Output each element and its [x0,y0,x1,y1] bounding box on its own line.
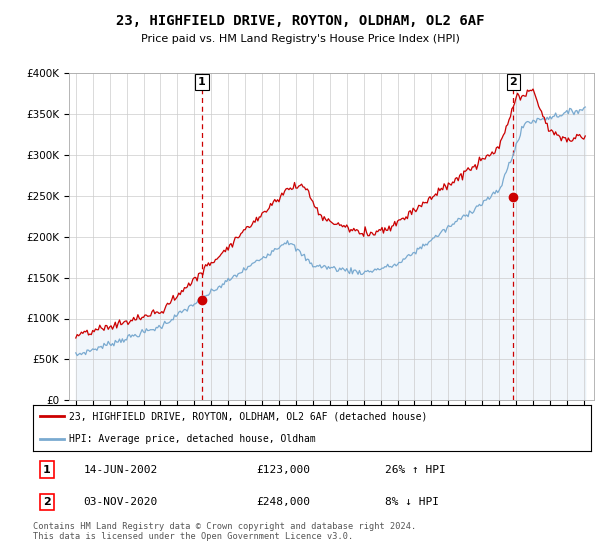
Text: 23, HIGHFIELD DRIVE, ROYTON, OLDHAM, OL2 6AF: 23, HIGHFIELD DRIVE, ROYTON, OLDHAM, OL2… [116,14,484,28]
Text: HPI: Average price, detached house, Oldham: HPI: Average price, detached house, Oldh… [69,435,316,444]
Text: 2: 2 [43,497,51,507]
Text: 2: 2 [509,77,517,87]
Text: £248,000: £248,000 [256,497,310,507]
Text: 03-NOV-2020: 03-NOV-2020 [83,497,157,507]
Text: 8% ↓ HPI: 8% ↓ HPI [385,497,439,507]
Text: 1: 1 [43,465,51,475]
Text: Contains HM Land Registry data © Crown copyright and database right 2024.
This d: Contains HM Land Registry data © Crown c… [33,522,416,542]
Text: £123,000: £123,000 [256,465,310,475]
Text: Price paid vs. HM Land Registry's House Price Index (HPI): Price paid vs. HM Land Registry's House … [140,34,460,44]
Text: 26% ↑ HPI: 26% ↑ HPI [385,465,445,475]
Text: 1: 1 [198,77,206,87]
Text: 23, HIGHFIELD DRIVE, ROYTON, OLDHAM, OL2 6AF (detached house): 23, HIGHFIELD DRIVE, ROYTON, OLDHAM, OL2… [69,412,428,421]
Text: 14-JUN-2002: 14-JUN-2002 [83,465,157,475]
